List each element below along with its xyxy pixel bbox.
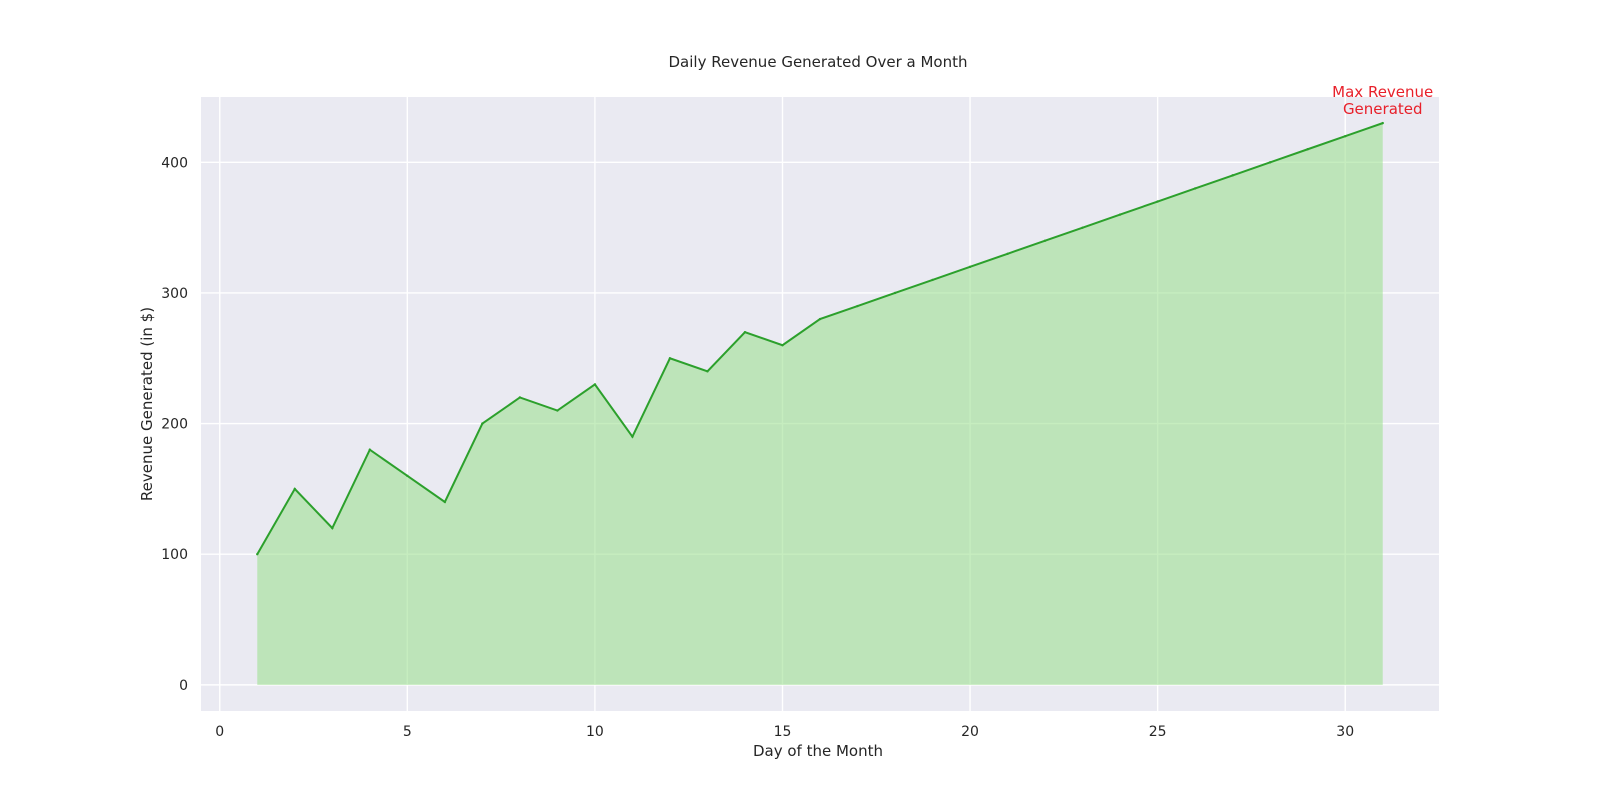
area-fill — [257, 123, 1383, 685]
y-tick-label: 100 — [161, 547, 188, 563]
annotation-line: Generated — [1343, 100, 1423, 118]
x-tick-label: 25 — [1149, 724, 1167, 740]
data-point — [293, 487, 296, 491]
data-point — [631, 435, 634, 438]
chart-title: Daily Revenue Generated Over a Month — [669, 53, 968, 71]
data-point — [706, 370, 709, 373]
x-tick-label: 30 — [1336, 724, 1354, 740]
data-point — [443, 500, 447, 504]
data-point — [1381, 121, 1384, 125]
data-point — [856, 304, 859, 308]
data-point — [556, 409, 559, 412]
y-tick-label: 300 — [161, 286, 188, 302]
x-tick-label: 10 — [586, 724, 604, 740]
data-point — [781, 344, 784, 347]
data-point — [968, 265, 972, 269]
data-point — [743, 330, 747, 334]
y-axis-ticks: 0 100 200 300 400 — [161, 155, 188, 694]
data-point — [481, 422, 484, 425]
data-point — [931, 278, 934, 282]
data-point — [518, 396, 522, 399]
x-tick-label: 0 — [215, 724, 224, 740]
y-tick-label: 400 — [161, 155, 188, 171]
data-point — [893, 291, 897, 295]
data-point — [1306, 148, 1309, 151]
y-tick-label: 0 — [179, 678, 188, 694]
series-layer — [256, 121, 1384, 685]
data-point — [1081, 226, 1084, 229]
data-point — [1231, 174, 1234, 177]
x-axis-ticks: 0 5 10 15 20 25 30 — [215, 724, 1354, 740]
data-point — [256, 553, 259, 556]
data-point — [818, 317, 822, 321]
data-point — [406, 474, 409, 478]
y-axis-title: Revenue Generated (in $) — [138, 307, 156, 501]
data-point — [1193, 187, 1197, 190]
data-point — [593, 383, 597, 386]
data-point — [368, 448, 372, 451]
x-axis-title: Day of the Month — [753, 742, 883, 760]
annotation-line: Max Revenue — [1332, 83, 1433, 101]
data-point — [1006, 252, 1009, 255]
data-point — [1156, 200, 1159, 203]
x-tick-label: 20 — [961, 724, 979, 740]
max-revenue-annotation: Max Revenue Generated — [1332, 83, 1433, 118]
x-tick-label: 15 — [774, 724, 792, 740]
y-tick-label: 200 — [161, 417, 188, 433]
data-point — [1268, 161, 1272, 164]
data-point — [331, 526, 334, 530]
data-point — [1344, 134, 1347, 138]
data-point — [668, 357, 672, 360]
data-point — [1043, 239, 1047, 242]
x-tick-label: 5 — [403, 724, 412, 740]
data-point — [1118, 213, 1122, 216]
